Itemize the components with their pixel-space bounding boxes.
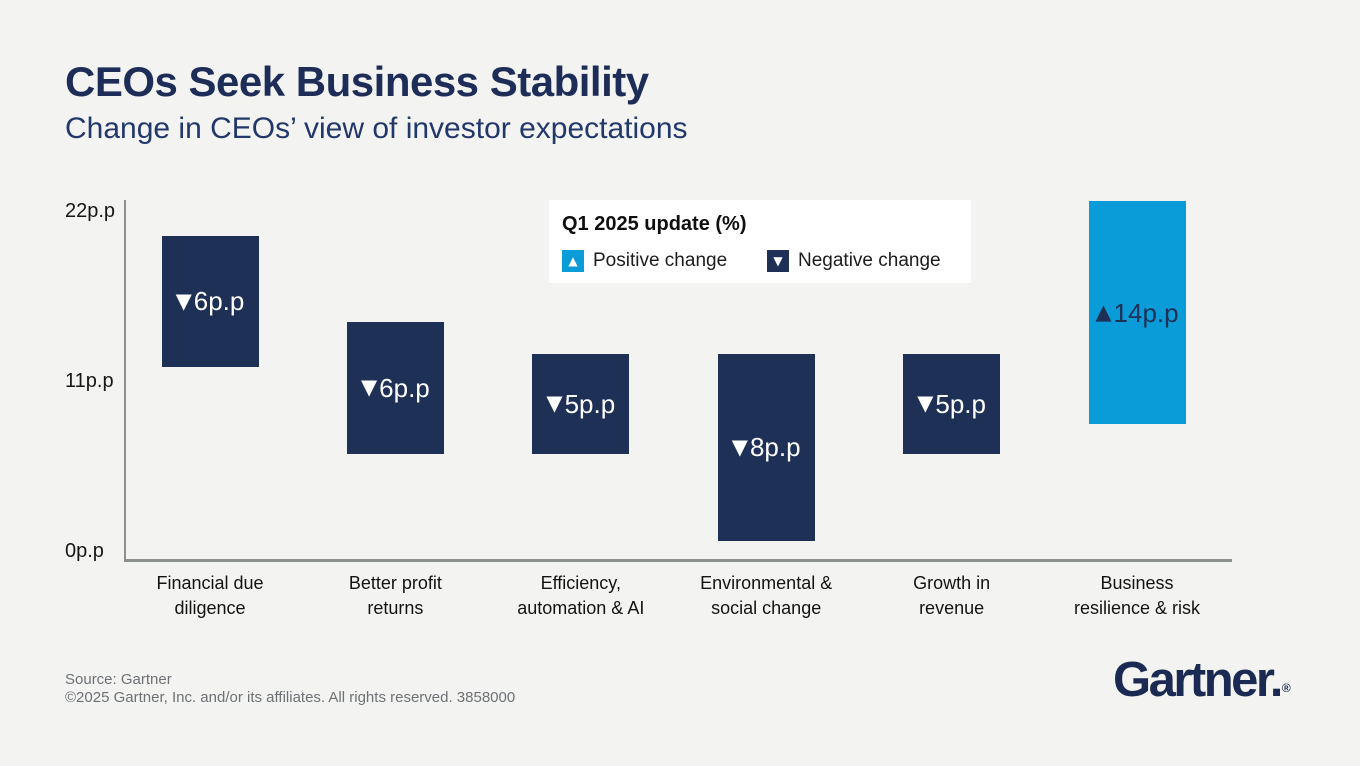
page-subtitle: Change in CEOs’ view of investor expecta… [65,112,688,145]
triangle-down-icon: ▼ [731,434,748,459]
legend: Q1 2025 update (%) ▲ Positive change ▼ N… [549,200,971,283]
category-label: Better profit returns [290,571,500,621]
bar-value-label: ▼ 5p.p [917,391,986,417]
legend-item-label: Positive change [593,250,728,271]
y-tick-label: 11p.p [65,370,114,392]
category-label-line: resilience & risk [1073,598,1201,618]
x-axis [124,559,1232,562]
y-axis [124,200,126,561]
legend-item-label: Negative change [798,250,941,271]
category-label-line: social change [711,598,822,618]
source-line-2: ©2025 Gartner, Inc. and/or its affiliate… [65,689,516,706]
triangle-down-icon: ▼ [767,250,789,272]
triangle-up-icon: ▲ [562,250,584,272]
bar-negative: ▼ 5p.p [903,353,1001,454]
category-label-line: Business [1100,573,1174,593]
triangle-down-icon: ▼ [175,288,192,313]
category-label-line: Growth in [913,573,991,593]
bar-value-text: 5p.p [935,388,986,419]
bar-value-text: 5p.p [564,388,616,419]
category-label-line: Environmental & [700,573,833,593]
category-label: Environmental & social change [661,571,871,621]
bar-value-label: ▼ 8p.p [732,434,801,460]
category-label-line: diligence [174,598,246,618]
category-label-line: automation & AI [517,598,645,618]
triangle-down-icon: ▼ [361,375,378,400]
y-tick-label: 0p.p [65,540,104,562]
y-tick-label: 22p.p [65,200,116,222]
triangle-down-icon: ▼ [546,391,563,416]
bar-value-text: 6p.p [379,372,430,403]
gartner-logo-text: Gartner. [1113,653,1283,707]
triangle-down-icon: ▼ [917,391,934,416]
category-label-line: revenue [919,598,985,618]
source-attribution: Source: Gartner ©2025 Gartner, Inc. and/… [65,671,515,707]
bar-negative: ▼ 6p.p [346,322,444,454]
gartner-logo: Gartner.® [1113,652,1291,708]
registered-trademark-icon: ® [1281,681,1291,695]
category-label-line: Efficiency, [540,573,621,593]
bar-value-text: 8p.p [749,432,801,463]
category-label-line: Better profit [348,573,442,593]
category-label: Financial due diligence [105,571,315,621]
legend-item-negative: ▼ Negative change [767,250,941,272]
bar-negative: ▼ 6p.p [161,235,259,368]
bar-negative: ▼ 8p.p [717,353,815,541]
bar-negative: ▼ 5p.p [532,353,630,454]
triangle-up-icon: ▲ [1095,300,1112,325]
category-label: Efficiency, automation & AI [476,571,686,621]
category-label: Business resilience & risk [1032,571,1242,621]
bar-value-label: ▼ 6p.p [361,375,430,401]
bar-value-text: 6p.p [193,286,245,317]
category-label-line: Financial due [156,573,264,593]
legend-item-positive: ▲ Positive change [562,250,727,272]
legend-title: Q1 2025 update (%) [562,213,747,235]
source-line-1: Source: Gartner [65,671,172,688]
bar-positive: ▲ 14p.p [1088,200,1186,425]
category-label: Growth in revenue [847,571,1057,621]
bar-value-label: ▼ 6p.p [176,288,245,314]
category-label-line: returns [367,598,424,618]
bar-value-text: 14p.p [1113,297,1179,328]
bar-value-label: ▲ 14p.p [1095,300,1178,326]
bar-value-label: ▼ 5p.p [546,391,615,417]
page-title: CEOs Seek Business Stability [65,58,649,105]
